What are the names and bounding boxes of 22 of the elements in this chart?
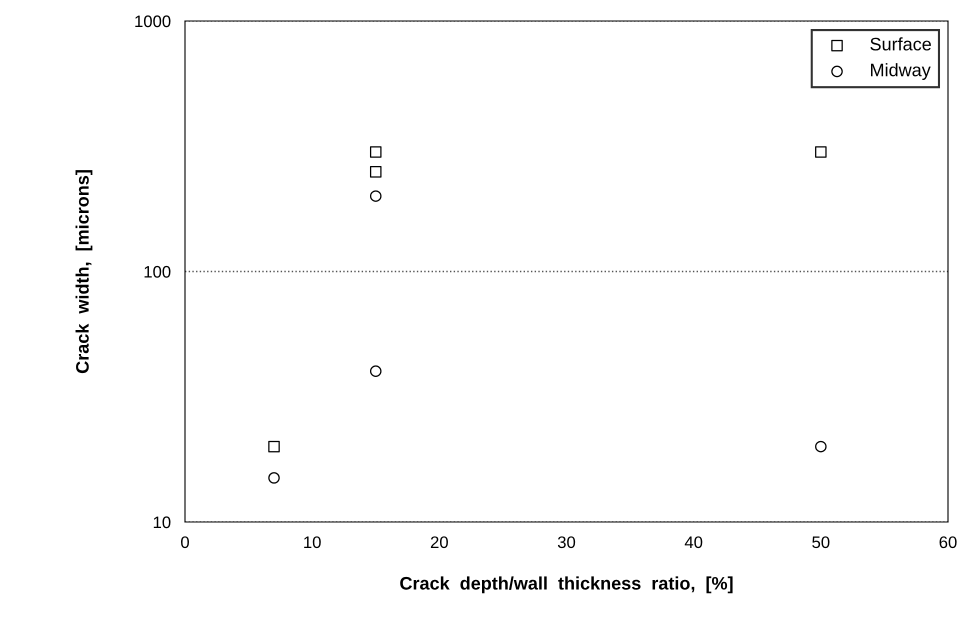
point — [268, 440, 280, 452]
x-tick-label: 60 — [940, 536, 957, 548]
legend-label: Surface — [870, 37, 931, 51]
point — [370, 146, 382, 158]
y-axis-title: Crack width, [microns] — [76, 170, 92, 374]
point — [370, 365, 382, 377]
x-axis-title: Crack depth/wall thickness ratio, [%] — [400, 576, 733, 594]
x-tick-label: 20 — [430, 536, 448, 548]
point — [370, 166, 382, 178]
point — [268, 472, 280, 484]
x-tick-label: 10 — [304, 536, 321, 548]
x-tick-label: 50 — [812, 536, 830, 548]
point — [370, 190, 382, 202]
legend-label: Midway — [871, 63, 931, 80]
y-tick-label: 1000 — [135, 15, 170, 28]
point — [815, 146, 827, 158]
y-tick-label: 10 — [154, 516, 170, 528]
point — [815, 440, 827, 452]
x-tick-label: 0 — [181, 536, 189, 548]
x-tick-label: 40 — [684, 536, 702, 548]
y-tick-label: 100 — [144, 266, 170, 278]
x-tick-label: 30 — [558, 536, 576, 548]
